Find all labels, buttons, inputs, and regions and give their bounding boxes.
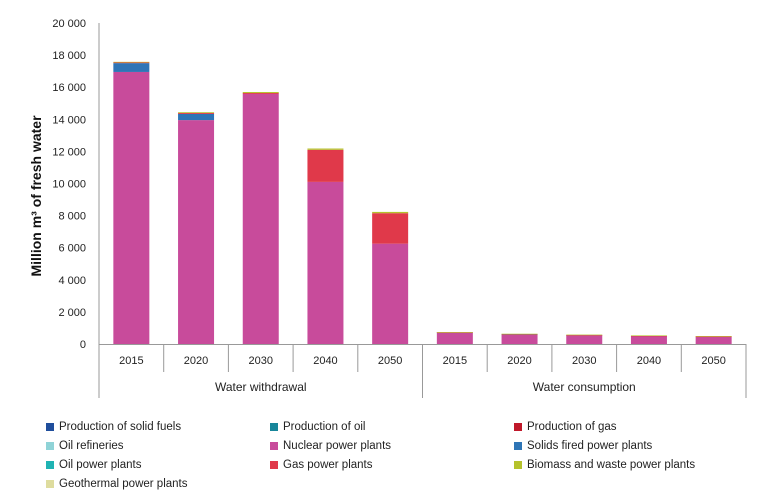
legend-swatch	[46, 422, 54, 431]
y-tick-label: 10 000	[52, 179, 86, 191]
y-tick-label: 0	[80, 339, 86, 351]
x-tick-label: 2040	[313, 355, 337, 367]
bar-segment	[178, 113, 215, 115]
legend-swatch	[270, 422, 278, 431]
bar-segment	[113, 62, 150, 64]
bar-segment	[307, 149, 344, 182]
bar-segment	[307, 148, 344, 150]
bars	[113, 61, 732, 344]
legend-item: Oil refineries	[46, 437, 270, 454]
bar-segment	[566, 334, 603, 336]
legend-item: Production of oil	[270, 418, 514, 435]
legend-swatch	[270, 441, 278, 450]
x-group-label: Water consumption	[533, 380, 636, 394]
x-tick-label: 2020	[507, 355, 531, 367]
legend-label: Gas power plants	[283, 458, 373, 471]
y-tick-labels: 0 2 000 4 000 6 000 8 000 10 000 12 000 14 000 1…	[52, 18, 86, 351]
y-tick-label: 14 000	[52, 114, 86, 126]
y-tick-label: 4 000	[58, 275, 86, 287]
x-tick-label: 2050	[378, 355, 402, 367]
x-tick-label: 2020	[184, 355, 208, 367]
axes	[98, 23, 747, 398]
chart: Million m³ of fresh water 0 2 000 4 000 6 0…	[28, 18, 747, 398]
legend-swatch	[46, 460, 54, 469]
bar-segment	[372, 211, 409, 214]
bar-segment	[436, 332, 473, 344]
x-tick-label: 2050	[701, 355, 725, 367]
legend-item: Biomass and waste power plants	[514, 456, 746, 473]
bar-segment	[113, 61, 150, 63]
legend-label: Production of gas	[527, 420, 617, 433]
legend-item: Solids fired power plants	[514, 437, 746, 454]
legend-label: Oil refineries	[59, 439, 124, 452]
legend: Production of solid fuels Production of o…	[46, 418, 746, 492]
x-tick-label: 2030	[572, 355, 596, 367]
bar-segment	[436, 332, 473, 333]
bar-segment	[566, 334, 603, 336]
bar-segment	[113, 71, 150, 344]
bar-segment	[630, 335, 667, 337]
legend-item: Oil power plants	[46, 456, 270, 473]
x-group-labels: Water withdrawal Water consumption	[215, 380, 636, 394]
legend-swatch	[514, 441, 522, 450]
bar-segment	[695, 336, 732, 337]
bar-segment	[695, 336, 732, 344]
x-tick-label: 2030	[249, 355, 273, 367]
y-tick-label: 12 000	[52, 146, 86, 158]
legend-label: Biomass and waste power plants	[527, 458, 696, 471]
legend-item: Production of gas	[514, 418, 746, 435]
bar-segment	[501, 333, 538, 335]
bar-segment	[242, 92, 279, 93]
x-tick-label: 2015	[443, 355, 467, 367]
legend-label: Oil power plants	[59, 458, 142, 471]
bar-segment	[566, 335, 603, 344]
bar-segment	[501, 334, 538, 335]
legend-swatch	[514, 460, 522, 469]
legend-label: Solids fired power plants	[527, 439, 653, 452]
legend-item: Geothermal power plants	[46, 475, 270, 492]
legend-label: Geothermal power plants	[59, 477, 188, 490]
bar-segment	[630, 335, 667, 344]
legend-swatch	[46, 479, 54, 488]
legend-swatch	[514, 422, 522, 431]
bar-segment	[242, 93, 279, 344]
x-group-label: Water withdrawal	[215, 380, 307, 394]
bar-segment	[501, 334, 538, 344]
legend-label: Production of oil	[283, 420, 366, 433]
y-tick-label: 18 000	[52, 50, 86, 62]
y-tick-label: 2 000	[58, 307, 86, 319]
bar-segment	[178, 112, 215, 114]
bar-segment	[178, 114, 215, 121]
x-tick-label: 2040	[637, 355, 661, 367]
legend-label: Production of solid fuels	[59, 420, 182, 433]
bar-segment	[695, 336, 732, 338]
legend-item: Nuclear power plants	[270, 437, 514, 454]
bar-segment	[630, 335, 667, 337]
bar-segment	[178, 120, 215, 344]
y-tick-label: 20 000	[52, 18, 86, 30]
legend-item: Production of solid fuels	[46, 418, 270, 435]
bar-segment	[307, 181, 344, 344]
legend-swatch	[270, 460, 278, 469]
bar-segment	[242, 92, 279, 94]
bar-segment	[113, 63, 150, 72]
legend-label: Nuclear power plants	[283, 439, 392, 452]
x-tick-label: 2015	[119, 355, 143, 367]
x-category-labels: 2015 2020 2030 2040 2050 2015 2020 2030 2040 2050	[119, 355, 726, 367]
y-tick-label: 8 000	[58, 211, 86, 223]
y-tick-label: 6 000	[58, 243, 86, 255]
legend-swatch	[46, 441, 54, 450]
legend-item: Gas power plants	[270, 456, 514, 473]
bar-segment	[372, 213, 409, 244]
y-tick-label: 16 000	[52, 82, 86, 94]
y-axis-label: Million m³ of fresh water	[28, 115, 44, 277]
bar-segment	[372, 243, 409, 344]
